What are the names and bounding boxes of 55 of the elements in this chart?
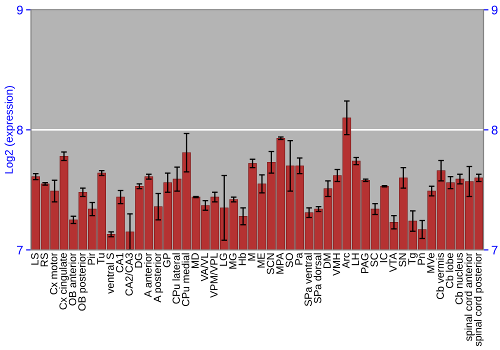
x-tick-label: SPa ventral bbox=[304, 253, 312, 306]
y-axis-title: Log2 (expression) bbox=[4, 86, 16, 174]
y-tick-label: 9 bbox=[16, 6, 23, 14]
x-tick-label: LG bbox=[220, 253, 228, 266]
y2-tick-label: 9 bbox=[492, 6, 498, 14]
x-tick-label: PAG bbox=[361, 253, 368, 274]
x-tick-label: DM bbox=[323, 254, 331, 268]
x-tick-label: Cb nucleus bbox=[455, 253, 463, 304]
x-tick-label: A posterior bbox=[153, 252, 164, 302]
x-tick-label: LS bbox=[31, 253, 39, 265]
x-tick-label: Hb bbox=[238, 253, 246, 266]
x-tick-label: VPM/VPL bbox=[210, 253, 218, 298]
x-tick-label: M bbox=[248, 254, 256, 260]
x-tick-label: VTA bbox=[389, 252, 397, 272]
x-tick-label: MVe bbox=[427, 253, 434, 273]
x-tick-label: GP bbox=[163, 253, 170, 268]
x-tick-label: Arc bbox=[342, 252, 350, 268]
x-tick-label: Cb vermis bbox=[436, 253, 444, 300]
x-tick-label: VA/VL bbox=[200, 253, 208, 282]
x-tick-label: OB anterior bbox=[68, 252, 76, 306]
y2-tick-label: 8 bbox=[492, 126, 498, 134]
x-tick-label: Cx motor bbox=[50, 252, 58, 294]
x-tick-label: Pir bbox=[87, 252, 95, 265]
x-tick-label: VMH bbox=[332, 254, 340, 276]
x-tick-label: Tu bbox=[97, 253, 104, 264]
x-tick-label: Cb lobe bbox=[446, 253, 454, 288]
x-tick-label: DG bbox=[134, 253, 142, 268]
x-tick-label: CA2/CA3 bbox=[125, 253, 133, 296]
x-tick-label: SC bbox=[370, 253, 378, 267]
x-tick-label: SN bbox=[398, 254, 406, 267]
x-tick-label: CPu medial bbox=[182, 253, 190, 306]
x-tick-label: SCN bbox=[266, 254, 274, 274]
x-tick-label: SPa dorsal bbox=[314, 253, 322, 304]
x-tick-label: SO bbox=[286, 253, 294, 268]
x-tick-label: MD bbox=[192, 253, 199, 268]
y-tick-label: 7 bbox=[17, 246, 23, 254]
x-tick-label: MPA bbox=[276, 252, 284, 274]
x-tick-label: Cx cingulate bbox=[59, 253, 69, 310]
x-tick-label: A anterior bbox=[144, 252, 152, 298]
x-tick-label: RS bbox=[40, 253, 48, 266]
x-tick-label: spinal cord posterior bbox=[474, 252, 484, 346]
x-tick-label: IC bbox=[380, 253, 388, 262]
x-tick-label: CPu lateral bbox=[172, 253, 180, 304]
x-tick-label: ME bbox=[257, 253, 265, 268]
x-tick-label: Tg bbox=[408, 253, 418, 265]
x-tick-label: LH bbox=[352, 254, 359, 266]
x-tick-label: Pn bbox=[418, 253, 425, 265]
y2-tick-label: 7 bbox=[492, 246, 498, 254]
x-tick-label: CA1 bbox=[116, 253, 124, 272]
x-tick-label: Pa bbox=[295, 252, 302, 265]
x-tick-label: ventral S bbox=[106, 253, 114, 294]
y-tick-label: 8 bbox=[16, 126, 23, 134]
x-tick-label: spinal cord anterior bbox=[464, 252, 474, 341]
x-tick-label: OB posterior bbox=[78, 252, 88, 311]
x-tick-label: MG bbox=[229, 253, 236, 269]
